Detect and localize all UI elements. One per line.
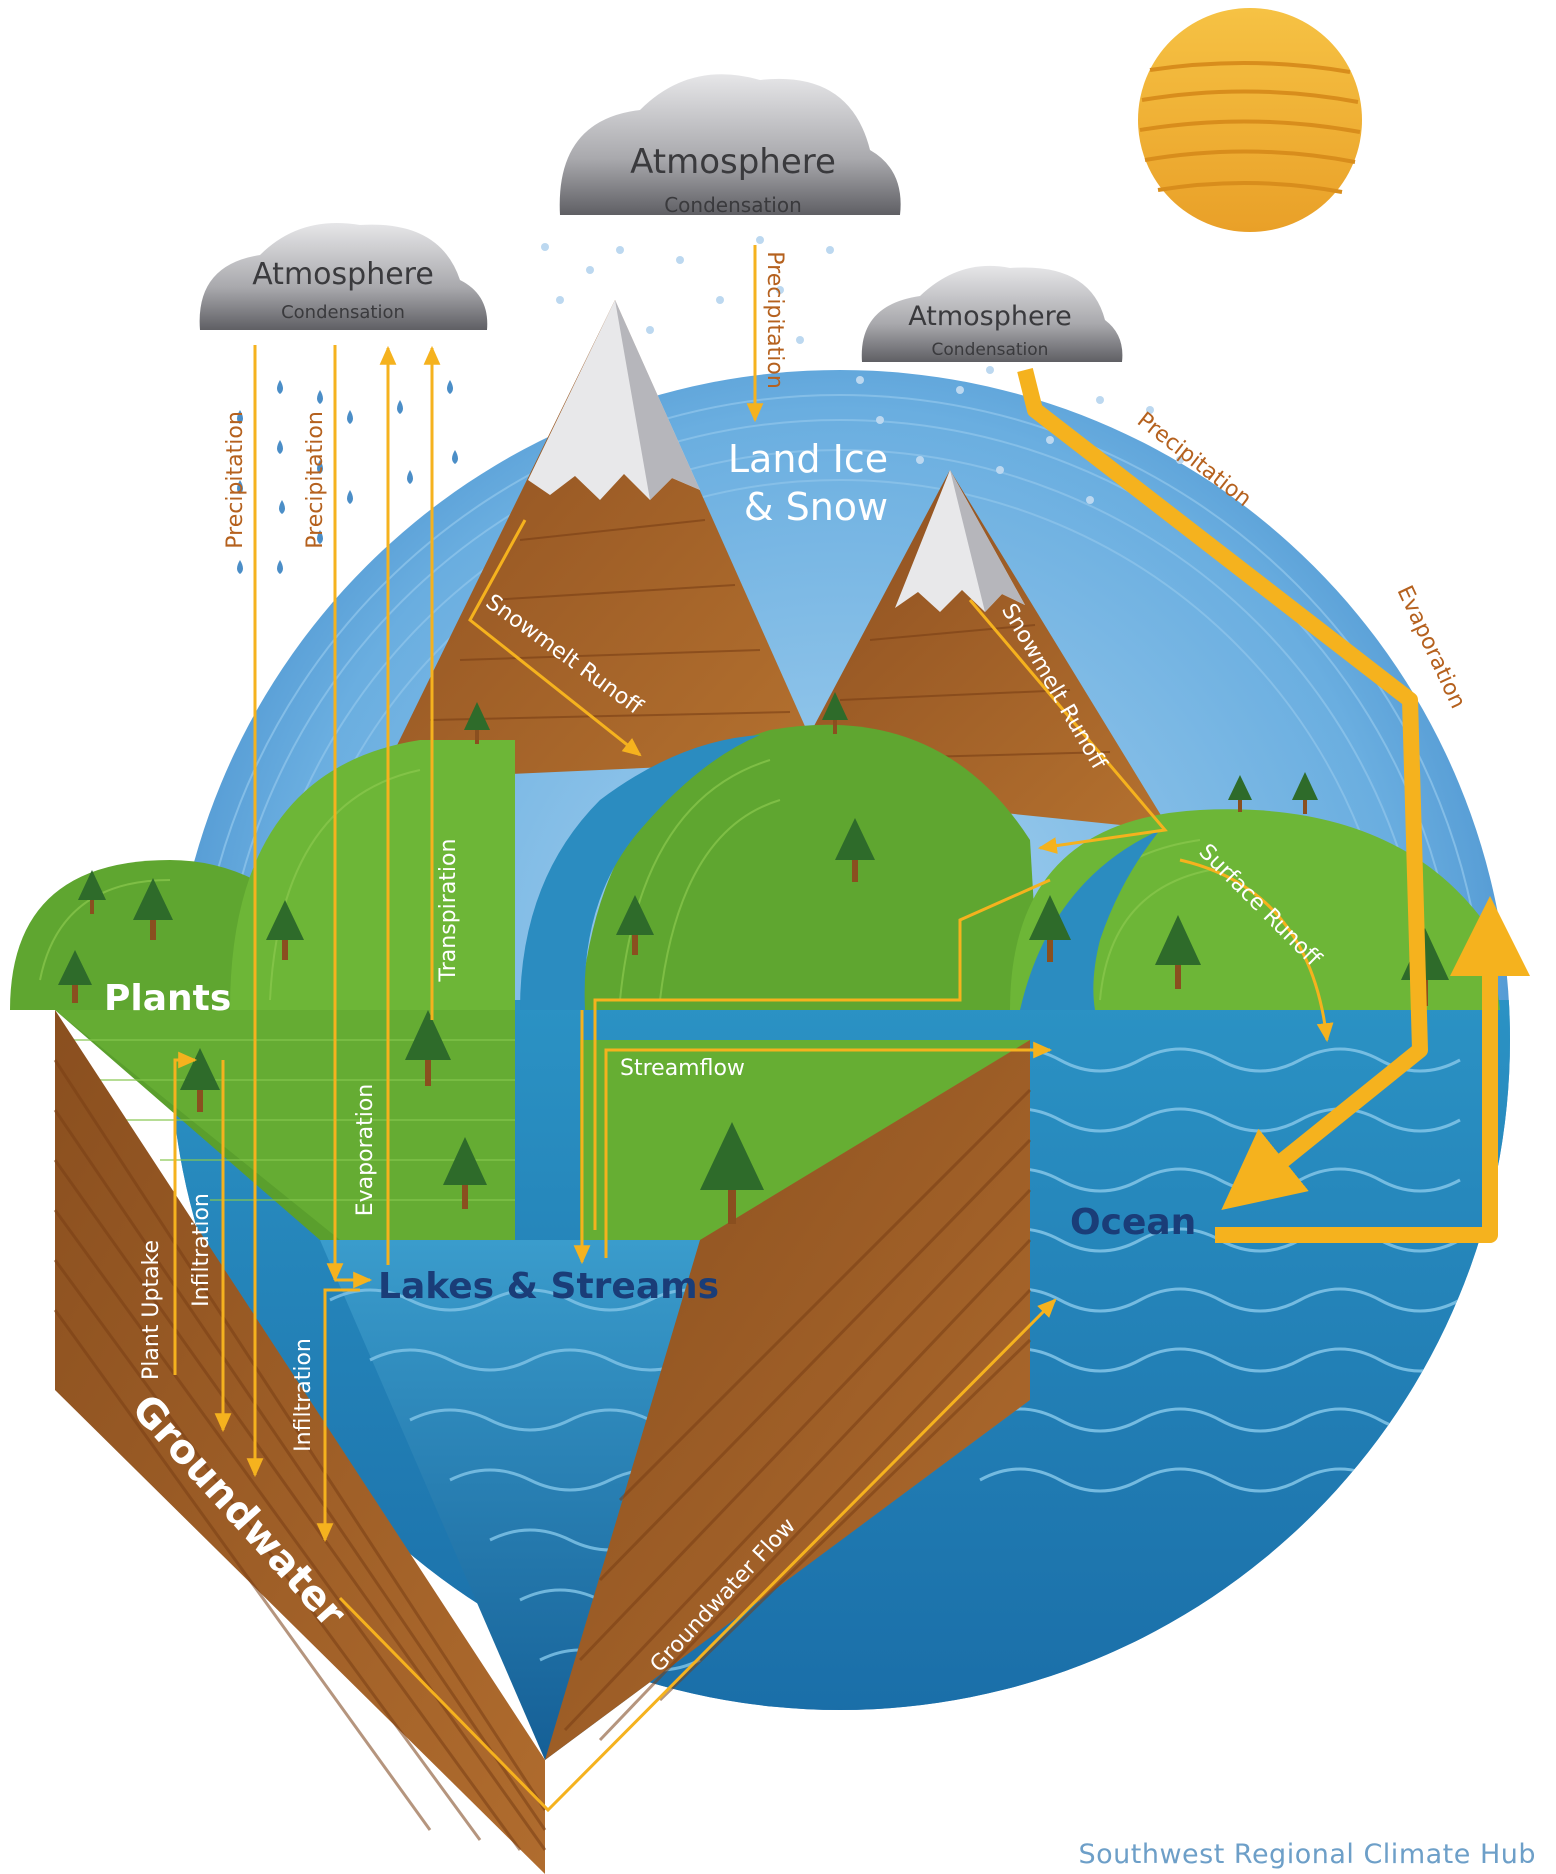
hills bbox=[10, 724, 1500, 1010]
mountain-left bbox=[380, 300, 820, 780]
cloud-left-title: Atmosphere bbox=[252, 257, 434, 292]
land-ice-label-line2: & Snow bbox=[744, 485, 888, 529]
cloud-labels: Atmosphere Condensation Atmosphere Conde… bbox=[252, 142, 1072, 360]
plant-uptake-label: Plant Uptake bbox=[139, 1240, 164, 1380]
land-block-left bbox=[53, 1010, 547, 1874]
evaporation-label-1: Evaporation bbox=[353, 1084, 378, 1217]
cloud-center-title: Atmosphere bbox=[630, 142, 836, 182]
plants-label: Plants bbox=[104, 978, 231, 1019]
rain-drops bbox=[237, 380, 458, 574]
land-ice-label-line1: Land Ice bbox=[728, 437, 888, 481]
cloud-left-subtitle: Condensation bbox=[281, 302, 405, 323]
cloud-right bbox=[861, 265, 1123, 362]
infiltration-label-2: Infiltration bbox=[291, 1338, 316, 1452]
infiltration-label-1: Infiltration bbox=[189, 1193, 214, 1307]
cloud-right-title: Atmosphere bbox=[908, 301, 1071, 332]
ocean-label: Ocean bbox=[1070, 1202, 1196, 1243]
cloud-left bbox=[199, 223, 488, 330]
precipitation-label-1: Precipitation bbox=[223, 411, 248, 549]
cloud-right-subtitle: Condensation bbox=[932, 340, 1049, 360]
precipitation-label-2: Precipitation bbox=[303, 411, 328, 549]
cloud-center-subtitle: Condensation bbox=[664, 193, 802, 217]
land-block-middle bbox=[545, 1040, 1032, 1760]
streamflow-label: Streamflow bbox=[620, 1056, 745, 1081]
precipitation-label-3: Precipitation bbox=[762, 251, 787, 389]
footer-credit: Southwest Regional Climate Hub bbox=[1078, 1839, 1536, 1870]
flow-arrows bbox=[173, 245, 1334, 1813]
river bbox=[520, 735, 1160, 1010]
sun-icon bbox=[1138, 8, 1362, 232]
transpiration-label: Transpiration bbox=[436, 839, 461, 983]
lakes-streams-label: Lakes & Streams bbox=[378, 1266, 719, 1307]
cloud-center bbox=[559, 74, 901, 216]
big-arrows bbox=[1017, 368, 1530, 1243]
